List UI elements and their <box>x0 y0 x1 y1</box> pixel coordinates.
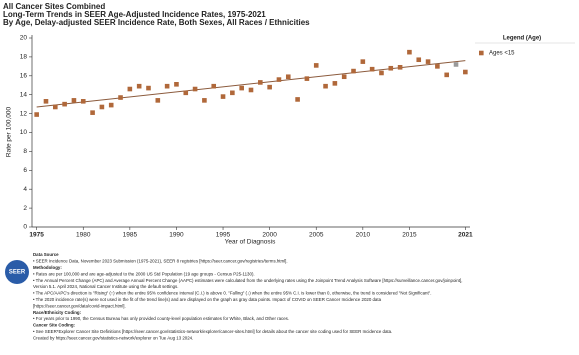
point <box>220 94 226 99</box>
x-tick-label: 1980 <box>76 232 91 239</box>
trend-line <box>36 60 466 108</box>
point <box>425 59 431 64</box>
point <box>388 65 394 71</box>
point <box>397 64 403 70</box>
point <box>183 90 189 96</box>
footnote: Cancer Site Coding: <box>33 323 75 328</box>
footnote: Version 5.1. April 2024, National Cancer… <box>33 284 178 289</box>
point <box>90 110 95 115</box>
point <box>295 97 300 102</box>
x-tick-label: 1975 <box>29 232 44 239</box>
footnote: • The Annual Percent Change (APC) and Av… <box>33 278 462 283</box>
x-tick-label: 1990 <box>169 232 184 239</box>
point <box>202 98 207 103</box>
point <box>313 63 319 68</box>
footnote: • For years prior to 1990, the Census Bu… <box>33 316 289 321</box>
point <box>267 84 272 90</box>
footnote: Data Source <box>33 252 59 257</box>
point <box>435 64 440 69</box>
y-tick-label: 6 <box>23 167 27 174</box>
x-tick-label: 2005 <box>309 232 324 239</box>
chart-subtitle: By Age, Delay-adjusted SEER Incidence Ra… <box>3 18 310 27</box>
point <box>248 87 254 93</box>
point <box>332 81 338 86</box>
legend-title: Legend (Age) <box>503 36 541 42</box>
y-tick-label: 12 <box>20 110 28 117</box>
footnote: • The 2020 incidence rate(s) were not us… <box>33 297 382 302</box>
point <box>341 74 347 80</box>
point <box>99 104 105 110</box>
y-tick-label: 8 <box>23 148 27 155</box>
point <box>239 85 244 91</box>
point <box>146 85 151 91</box>
y-tick-label: 20 <box>20 35 28 42</box>
y-tick-label: 2 <box>23 205 27 212</box>
point <box>155 98 161 103</box>
point <box>43 99 49 104</box>
point <box>258 80 263 85</box>
point <box>444 72 450 78</box>
footnote: Methodology: <box>33 265 62 270</box>
footnote: [https://seer.cancer.gov/data/covid-impa… <box>33 303 126 308</box>
point <box>276 77 282 82</box>
x-axis-label: Year of Diagnosis <box>225 239 276 246</box>
point <box>174 82 179 87</box>
point <box>463 69 468 75</box>
point <box>71 98 77 103</box>
footnote: Created by https://seer.cancer.gov/stati… <box>33 335 193 340</box>
footnote: • Rates are per 100,000 and are age-adju… <box>33 271 255 276</box>
point <box>285 74 291 80</box>
x-tick-label: 2021 <box>458 232 473 239</box>
point <box>323 83 328 89</box>
point <box>351 68 356 74</box>
point <box>192 86 198 92</box>
footnote: • The APC/AAPC's direction is "Rising" (… <box>33 291 431 296</box>
point <box>164 83 170 89</box>
point <box>118 95 123 100</box>
point <box>52 104 58 110</box>
logo <box>5 260 29 284</box>
point <box>360 59 366 64</box>
y-axis-label: Rate per 100,000 <box>6 107 13 158</box>
footnote: • SEER Incidence Data, November 2023 Sub… <box>33 259 288 264</box>
point <box>416 57 422 63</box>
point <box>453 62 459 67</box>
x-tick-label: 2015 <box>402 232 417 239</box>
chart-title: All Cancer Sites Combined <box>3 2 105 11</box>
legend-label: Ages <15 <box>489 51 515 57</box>
point <box>80 99 86 104</box>
point <box>127 86 133 92</box>
y-tick-label: 14 <box>20 91 28 98</box>
point <box>304 76 310 81</box>
x-tick-label: 1985 <box>123 232 138 239</box>
y-tick-label: 18 <box>20 54 28 61</box>
x-tick-label: 2000 <box>262 232 277 239</box>
chart-subtitle: Long-Term Trends in SEER Age-Adjusted In… <box>3 10 266 19</box>
x-tick-label: 2010 <box>356 232 371 239</box>
x-tick-label: 1995 <box>216 232 231 239</box>
point <box>369 66 375 72</box>
point <box>62 101 67 107</box>
logo-text: SEER <box>9 270 26 276</box>
y-tick-label: 4 <box>23 186 27 193</box>
legend-marker <box>479 50 484 56</box>
point <box>108 102 114 108</box>
y-tick-label: 10 <box>20 129 28 136</box>
footnote: Race/Ethnicity Coding: <box>33 310 82 315</box>
footnote: • See SEER*Explorer Cancer Site Definiti… <box>33 329 392 334</box>
point <box>379 70 384 76</box>
point <box>407 49 412 55</box>
point <box>136 83 142 89</box>
y-tick-label: 0 <box>23 224 27 231</box>
point <box>211 83 217 89</box>
y-tick-label: 16 <box>20 73 28 80</box>
point <box>230 90 235 96</box>
point <box>34 112 39 117</box>
